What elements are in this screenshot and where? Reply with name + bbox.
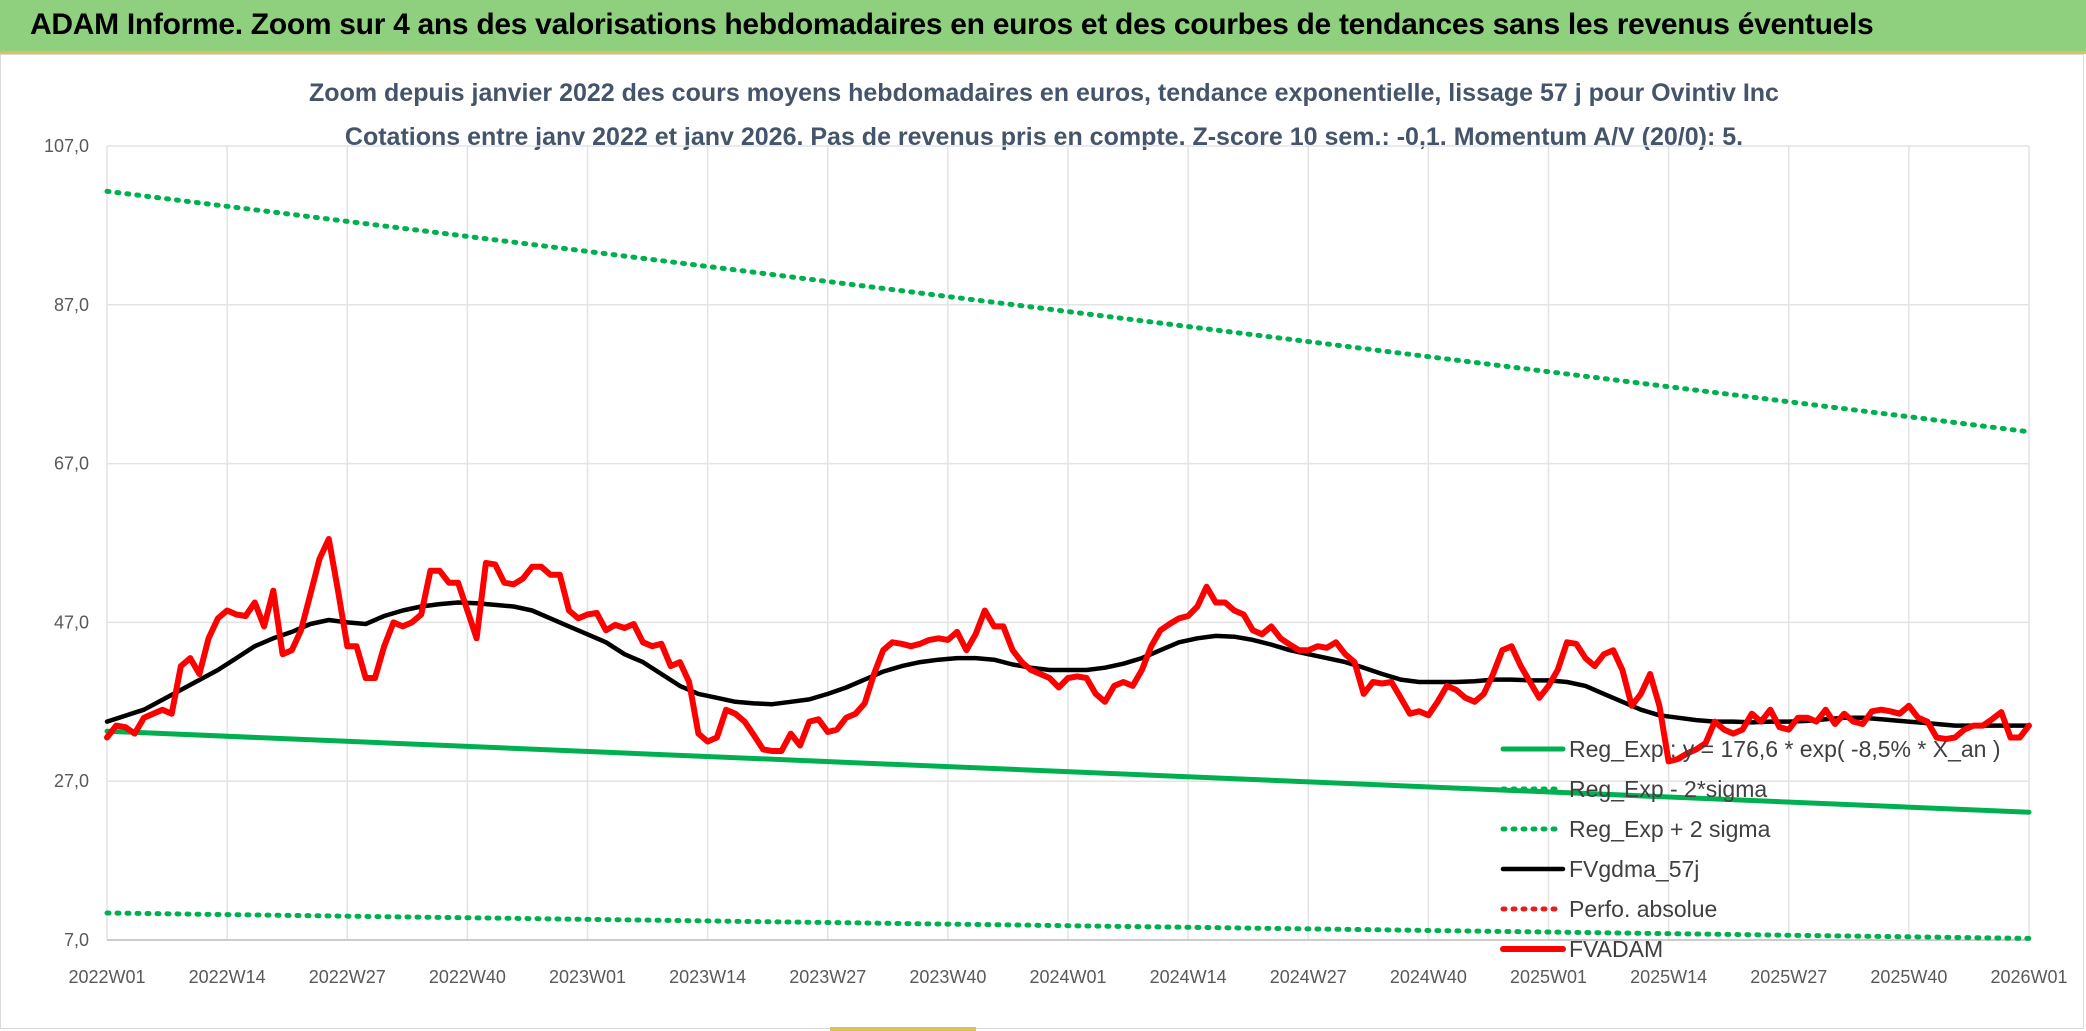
legend-label: FVgdma_57j <box>1569 856 1699 882</box>
series-lines <box>104 188 2032 941</box>
x-tick-label: 2025W40 <box>1870 967 1947 987</box>
x-tick-label: 2022W40 <box>429 967 506 987</box>
series-line-1 <box>104 910 2032 941</box>
x-tick-label: 2024W14 <box>1150 967 1227 987</box>
y-tick-label: 67,0 <box>54 454 89 474</box>
x-tick-label: 2022W01 <box>68 967 145 987</box>
x-tick-label: 2024W01 <box>1029 967 1106 987</box>
legend-label: Reg_Exp : y = 176,6 * exp( -8,5% * X_an … <box>1569 736 2001 762</box>
x-tick-label: 2025W14 <box>1630 967 1707 987</box>
x-tick-label: 2026W01 <box>1990 967 2067 987</box>
series-line-5 <box>104 536 2032 765</box>
x-axis-ticks: 2022W01 2022W14 2022W27 2022W40 2023W01 2023W… <box>68 967 2067 987</box>
header-banner: ADAM Informe. Zoom sur 4 ans des valoris… <box>0 0 2086 54</box>
x-tick-label: 2023W27 <box>789 967 866 987</box>
chart-subtitle: Cotations entre janv 2022 et janv 2026. … <box>345 123 1743 151</box>
legend-label: Reg_Exp + 2 sigma <box>1569 816 1771 842</box>
y-tick-label: 47,0 <box>54 612 89 632</box>
x-tick-label: 2025W27 <box>1750 967 1827 987</box>
x-tick-label: 2023W01 <box>549 967 626 987</box>
x-tick-label: 2023W40 <box>909 967 986 987</box>
y-tick-label: 107,0 <box>44 136 89 156</box>
y-axis-ticks: 7,0 27,0 47,0 67,0 87,0 107,0 <box>44 136 89 950</box>
chart-svg: Zoom depuis janvier 2022 des cours moyen… <box>44 79 2068 987</box>
legend: Reg_Exp : y = 176,6 * exp( -8,5% * X_an … <box>1500 736 2001 962</box>
header-title: ADAM Informe. Zoom sur 4 ans des valoris… <box>30 8 1874 41</box>
bottom-accent <box>830 1027 976 1031</box>
x-tick-label: 2023W14 <box>669 967 746 987</box>
legend-label: Reg_Exp - 2*sigma <box>1569 776 1767 802</box>
series-line-0 <box>104 728 2032 815</box>
x-tick-label: 2022W27 <box>309 967 386 987</box>
x-tick-label: 2022W14 <box>189 967 266 987</box>
chart-title: Zoom depuis janvier 2022 des cours moyen… <box>309 79 1779 107</box>
y-tick-label: 87,0 <box>54 295 89 315</box>
y-tick-label: 7,0 <box>64 930 89 950</box>
series-line-2 <box>104 188 2032 435</box>
legend-label: Perfo. absolue <box>1569 896 1717 922</box>
x-tick-label: 2024W27 <box>1270 967 1347 987</box>
x-tick-label: 2025W01 <box>1510 967 1587 987</box>
x-tick-label: 2024W40 <box>1390 967 1467 987</box>
legend-label: FVADAM <box>1569 936 1663 962</box>
chart-area: Zoom depuis janvier 2022 des cours moyen… <box>0 54 2084 1029</box>
y-tick-label: 27,0 <box>54 771 89 791</box>
